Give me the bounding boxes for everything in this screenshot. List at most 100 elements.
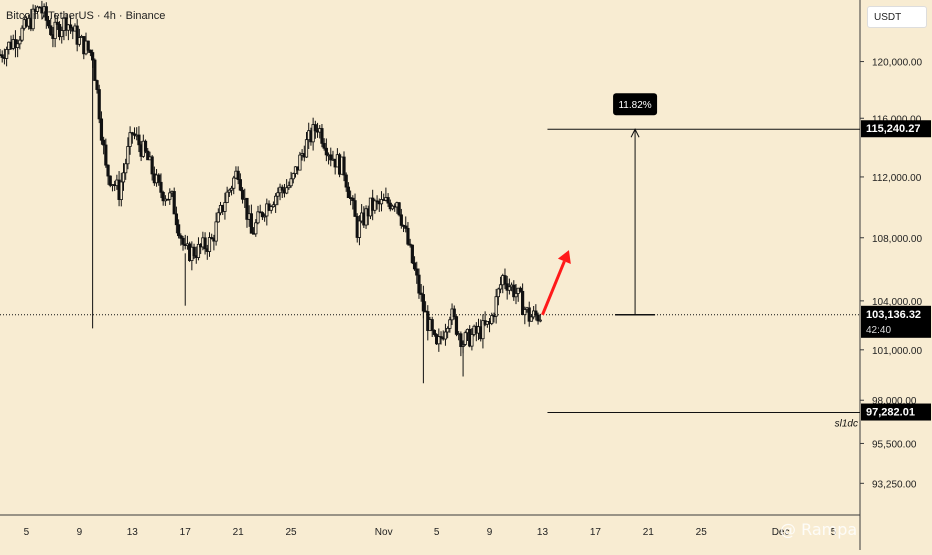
y-tick-label: 112,000.00 xyxy=(872,173,922,184)
candle-body xyxy=(430,319,434,331)
candle xyxy=(437,328,441,352)
candle xyxy=(529,314,534,322)
candle xyxy=(496,287,500,306)
candle-body xyxy=(216,212,220,223)
candle xyxy=(490,312,494,326)
candle xyxy=(408,238,412,248)
y-tick-label: 95,500.00 xyxy=(872,439,917,450)
candle xyxy=(44,2,48,29)
candle xyxy=(320,124,324,148)
candle xyxy=(470,328,474,351)
candle-body xyxy=(386,197,390,204)
y-tick-label: 104,000.00 xyxy=(872,297,922,308)
candle-body xyxy=(421,294,425,312)
x-tick-label: 9 xyxy=(77,527,83,538)
candle-body xyxy=(20,27,24,41)
candle xyxy=(77,28,81,47)
candle-body xyxy=(534,310,538,316)
candle-body xyxy=(207,237,212,252)
y-tick-label: 120,000.00 xyxy=(872,58,922,69)
price-level-label: 103,136.32 xyxy=(866,309,921,321)
candle xyxy=(181,235,185,251)
candle xyxy=(329,147,333,167)
candle xyxy=(18,35,22,50)
candle-body xyxy=(329,154,333,161)
candle xyxy=(192,243,196,259)
x-tick-label: 25 xyxy=(696,527,708,538)
candle xyxy=(419,284,423,302)
candle-body xyxy=(503,275,507,285)
currency-selector[interactable]: USDT xyxy=(867,6,927,28)
candle-body xyxy=(236,170,240,180)
measure-label: 11.82% xyxy=(618,100,651,111)
y-tick-label: 101,000.00 xyxy=(872,346,922,357)
candle xyxy=(324,138,328,162)
x-tick-label: 17 xyxy=(180,527,192,538)
candle xyxy=(344,172,348,192)
candle xyxy=(177,219,181,239)
candle-body xyxy=(143,140,148,152)
candle xyxy=(412,256,417,271)
candle-body xyxy=(415,268,419,276)
candle xyxy=(174,206,179,234)
candle xyxy=(523,306,527,325)
candle xyxy=(102,136,106,155)
candle xyxy=(179,233,183,246)
candle-body xyxy=(452,308,456,318)
candle xyxy=(448,316,452,333)
candle xyxy=(157,173,161,186)
candle-body xyxy=(446,327,450,333)
candle-body xyxy=(161,191,165,202)
candle xyxy=(35,5,40,14)
candle xyxy=(49,18,53,36)
level-annotation: sl1dc xyxy=(835,419,858,430)
candle xyxy=(415,261,419,284)
candle xyxy=(410,244,414,265)
candle-body xyxy=(269,206,273,211)
candle xyxy=(227,188,231,198)
candle-body xyxy=(104,144,108,166)
candle-body xyxy=(174,213,179,226)
candle xyxy=(386,193,390,207)
candle xyxy=(5,46,9,67)
candle xyxy=(534,304,538,321)
candle xyxy=(88,49,93,57)
candle xyxy=(150,154,154,181)
candle xyxy=(60,26,64,44)
candle xyxy=(454,315,459,337)
candle xyxy=(536,312,540,325)
candle-body xyxy=(46,19,51,27)
x-tick-label: 25 xyxy=(286,527,298,538)
candle-body xyxy=(254,222,258,235)
candle xyxy=(238,173,242,192)
candle xyxy=(313,120,317,139)
candle-body xyxy=(432,329,437,335)
candle xyxy=(503,268,507,290)
candle-body xyxy=(68,24,73,29)
candle-body xyxy=(196,243,201,258)
candle xyxy=(289,171,293,188)
candle xyxy=(254,219,258,237)
candle-body xyxy=(16,43,20,48)
candle-body xyxy=(44,6,48,21)
candle-body xyxy=(137,134,141,146)
candle-body xyxy=(353,200,357,217)
candle-body xyxy=(227,189,231,193)
candle-body xyxy=(512,284,516,298)
candle-body xyxy=(324,147,328,156)
candle xyxy=(298,151,302,171)
candle-body xyxy=(229,187,234,191)
candle xyxy=(119,172,123,207)
candle-body xyxy=(77,37,81,45)
candle-body xyxy=(86,40,90,51)
candle-body xyxy=(172,191,176,215)
candle-body xyxy=(408,243,412,246)
candle xyxy=(274,193,278,213)
candle-body xyxy=(313,124,317,132)
candle-body xyxy=(31,8,35,30)
price-level-tag xyxy=(861,120,931,138)
candle xyxy=(97,84,101,124)
x-tick-label: 13 xyxy=(537,527,549,538)
candle-body xyxy=(276,192,280,197)
